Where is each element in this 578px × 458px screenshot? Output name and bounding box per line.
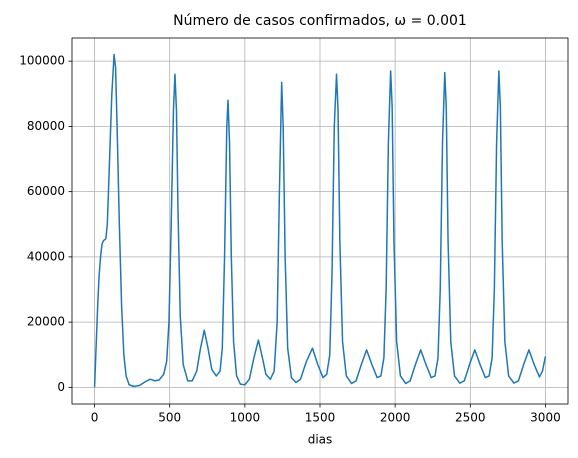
x-tick-label: 1500 bbox=[305, 411, 336, 425]
y-tick-label: 80000 bbox=[27, 119, 65, 133]
x-tick-label: 1000 bbox=[230, 411, 261, 425]
y-tick-label: 40000 bbox=[27, 249, 65, 263]
chart-title: Número de casos confirmados, ω = 0.001 bbox=[173, 13, 467, 29]
plot-frame bbox=[71, 37, 569, 405]
line-series bbox=[93, 53, 547, 388]
y-tick-label: 100000 bbox=[19, 54, 65, 68]
y-tick-label: 0 bbox=[57, 380, 65, 394]
y-tick-label: 60000 bbox=[27, 184, 65, 198]
x-axis-label: dias bbox=[308, 433, 333, 447]
x-tick-label: 2500 bbox=[455, 411, 486, 425]
x-tick-label: 0 bbox=[91, 411, 99, 425]
x-tick-label: 2000 bbox=[380, 411, 411, 425]
x-tick-label: 3000 bbox=[530, 411, 561, 425]
y-tick-label: 20000 bbox=[27, 315, 65, 329]
x-tick-label: 500 bbox=[158, 411, 181, 425]
